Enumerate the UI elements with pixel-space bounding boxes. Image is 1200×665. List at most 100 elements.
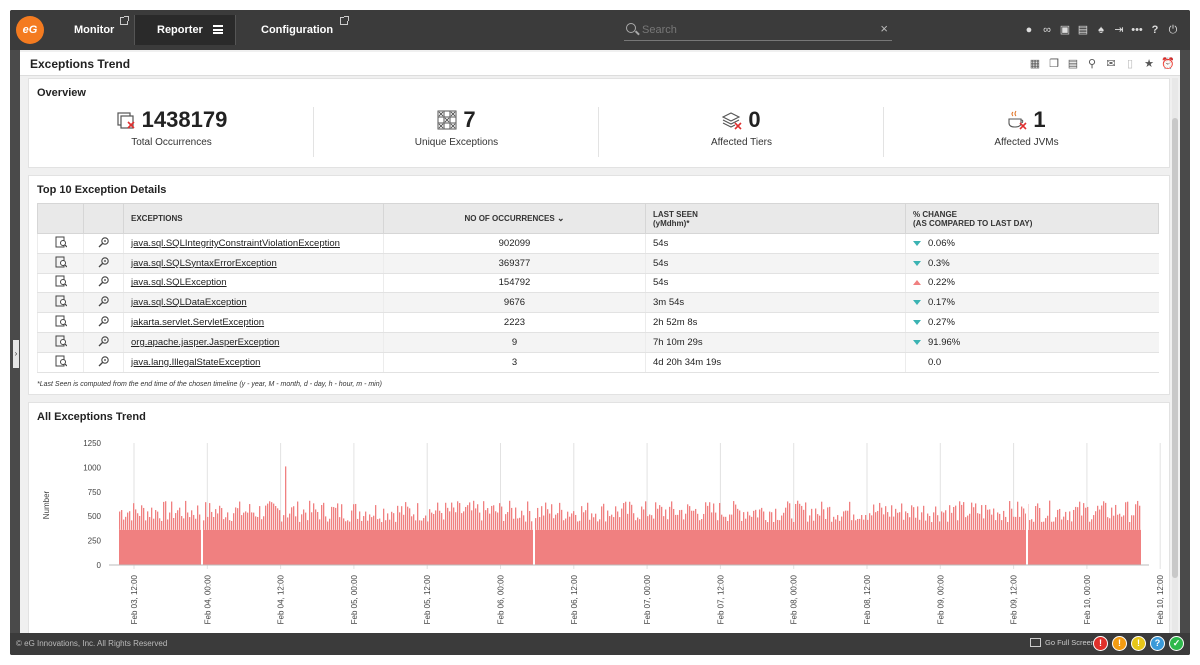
x-tick-label: Feb 05, 12:00 xyxy=(423,574,432,624)
change-value: 0.3% xyxy=(928,257,950,269)
bar xyxy=(1119,513,1121,530)
unknown-status-icon[interactable]: ? xyxy=(1150,636,1165,651)
details-title: Top 10 Exception Details xyxy=(37,184,167,196)
bar xyxy=(379,518,381,530)
bar xyxy=(247,512,249,530)
archive-icon[interactable]: ▤ xyxy=(1077,24,1089,36)
exception-link[interactable]: java.lang.IllegalStateException xyxy=(131,356,261,368)
search-report-icon[interactable]: ⚲ xyxy=(1087,58,1097,70)
bar xyxy=(131,520,133,530)
exception-cell[interactable]: java.sql.SQLSyntaxErrorException xyxy=(123,253,384,274)
bar xyxy=(837,515,839,530)
exception-cell[interactable]: java.sql.SQLException xyxy=(123,273,384,294)
trace-icon[interactable] xyxy=(98,256,110,268)
view-details-icon[interactable] xyxy=(55,295,67,307)
trace-icon[interactable] xyxy=(98,236,110,248)
major-alarm-icon[interactable]: ! xyxy=(1112,636,1127,651)
scroll-area[interactable]: Overview 1438179 Total Occurrences xyxy=(28,78,1170,633)
bar xyxy=(673,508,675,530)
view-details-icon[interactable] xyxy=(55,275,67,287)
trace-cell xyxy=(83,292,124,314)
exception-cell[interactable]: java.sql.SQLIntegrityConstraintViolation… xyxy=(123,233,384,254)
change-cell: 0.27% xyxy=(905,312,1159,333)
minor-alarm-icon[interactable]: ! xyxy=(1131,636,1146,651)
bar xyxy=(233,513,235,530)
bell-icon[interactable]: ♠ xyxy=(1098,24,1104,36)
help-icon[interactable]: ? xyxy=(1151,24,1159,36)
report-icon[interactable]: ▦ xyxy=(1029,58,1041,70)
view-details-icon[interactable] xyxy=(55,355,67,367)
tab-configuration[interactable]: Configuration xyxy=(236,15,356,45)
exception-link[interactable]: org.apache.jasper.JasperException xyxy=(131,336,280,348)
stat-value: 7 xyxy=(463,107,476,132)
exceptions-trend-chart[interactable]: 0 250 500 750 1000 1250 Number Feb 03, 12:00 Feb… xyxy=(29,425,1169,633)
go-full-screen-button[interactable]: Go Full Screen xyxy=(1030,638,1095,647)
view-details-icon[interactable] xyxy=(55,335,67,347)
bar xyxy=(1037,503,1039,530)
trace-icon[interactable] xyxy=(98,315,110,327)
trace-icon[interactable] xyxy=(98,335,110,347)
sort-icon[interactable]: ⌄ xyxy=(556,213,565,223)
export-icon[interactable]: ▯ xyxy=(1126,58,1134,70)
exception-cell[interactable]: jakarta.servlet.ServletException xyxy=(123,312,384,333)
exception-link[interactable]: java.sql.SQLSyntaxErrorException xyxy=(131,257,277,269)
tab-reporter[interactable]: Reporter xyxy=(134,15,236,45)
favorite-icon[interactable]: ★ xyxy=(1144,58,1154,70)
last-seen-cell: 54s xyxy=(645,273,906,294)
menu-icon[interactable] xyxy=(213,25,223,34)
bar xyxy=(289,513,291,530)
vertical-scrollbar[interactable] xyxy=(1172,78,1178,633)
bar xyxy=(1015,516,1017,530)
bar xyxy=(471,510,473,530)
normal-status-icon[interactable]: ✓ xyxy=(1169,636,1184,651)
view-details-icon[interactable] xyxy=(55,256,67,268)
view-details-icon[interactable] xyxy=(55,315,67,327)
bar xyxy=(731,514,733,530)
eg-logo[interactable]: eG xyxy=(16,16,44,44)
bar xyxy=(563,520,565,530)
exception-cell[interactable]: org.apache.jasper.JasperException xyxy=(123,332,384,353)
tab-monitor[interactable]: Monitor xyxy=(54,15,134,45)
last-seen-unit: (yMdhm)* xyxy=(653,218,690,228)
side-panel-toggle[interactable]: › xyxy=(13,340,19,368)
table-row: jakarta.servlet.ServletException 2223 2h 5… xyxy=(37,312,1159,333)
col-header-change: % CHANGE (AS COMPARED TO LAST DAY) xyxy=(905,203,1159,234)
pdf-icon[interactable]: ▤ xyxy=(1067,58,1079,70)
external-link-icon[interactable] xyxy=(340,16,349,25)
col-header-exceptions: EXCEPTIONS xyxy=(123,203,384,234)
user-icon[interactable]: ● xyxy=(1025,24,1033,36)
bar xyxy=(751,516,753,530)
dashboard-icon[interactable]: ▣ xyxy=(1059,24,1071,36)
trace-icon[interactable] xyxy=(98,295,110,307)
col-header-occurrences[interactable]: NO OF OCCURRENCES ⌄ xyxy=(383,203,646,234)
exception-cell[interactable]: java.lang.IllegalStateException xyxy=(123,352,384,373)
critical-alarm-icon[interactable]: ! xyxy=(1093,636,1108,651)
exception-link[interactable]: java.sql.SQLException xyxy=(131,277,227,289)
alarm-icon[interactable]: ⏰ xyxy=(1161,58,1175,70)
mail-icon[interactable]: ✉ xyxy=(1106,58,1116,70)
last-seen-label: LAST SEEN xyxy=(653,209,698,219)
trend-down-icon xyxy=(913,300,921,306)
bar xyxy=(783,512,785,530)
logout-icon[interactable]: ⇥ xyxy=(1114,24,1124,36)
bar xyxy=(1117,514,1119,530)
scrollbar-thumb[interactable] xyxy=(1172,118,1178,578)
exception-link[interactable]: java.sql.SQLDataException xyxy=(131,297,247,309)
trace-icon[interactable] xyxy=(98,275,110,287)
exception-link[interactable]: java.sql.SQLIntegrityConstraintViolation… xyxy=(131,237,340,249)
link-icon[interactable]: ∞ xyxy=(1043,24,1051,36)
trace-icon[interactable] xyxy=(98,355,110,367)
exception-link[interactable]: jakarta.servlet.ServletException xyxy=(131,317,265,329)
trace-cell xyxy=(83,233,124,254)
search-input[interactable] xyxy=(642,22,862,38)
more-icon[interactable]: ••• xyxy=(1131,24,1143,36)
exception-cell[interactable]: java.sql.SQLDataException xyxy=(123,292,384,314)
bar xyxy=(525,521,527,530)
view-details-icon[interactable] xyxy=(55,236,67,248)
bar xyxy=(817,514,819,530)
external-link-icon[interactable] xyxy=(120,16,129,25)
clone-icon[interactable]: ❐ xyxy=(1049,58,1059,70)
bar xyxy=(843,511,845,530)
clear-search-icon[interactable]: × xyxy=(880,21,888,36)
power-icon[interactable]: ⏻ xyxy=(1168,24,1178,36)
